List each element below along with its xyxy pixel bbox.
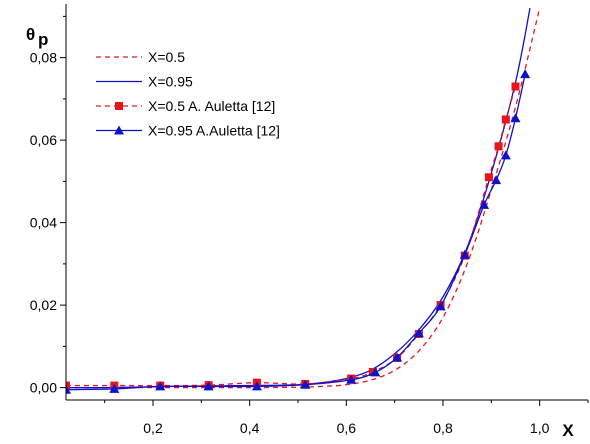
data-point-triangle xyxy=(491,175,502,185)
data-point-triangle xyxy=(66,384,71,394)
data-point-triangle xyxy=(109,383,120,393)
y-tick-label: 0,02 xyxy=(30,297,57,313)
data-point-triangle xyxy=(114,125,124,135)
series-line-1 xyxy=(66,8,531,389)
series-layer xyxy=(66,7,541,394)
legend-entry-label: X=0.95 xyxy=(148,74,193,90)
series-line-0 xyxy=(66,7,541,389)
data-point-triangle xyxy=(346,374,357,384)
data-point-square xyxy=(66,381,70,390)
x-tick-label: 0,4 xyxy=(240,420,260,436)
data-point-triangle xyxy=(500,150,511,160)
data-point-triangle xyxy=(479,199,490,209)
series-line-2 xyxy=(66,86,517,387)
data-point-triangle xyxy=(300,379,311,389)
data-point-triangle xyxy=(435,301,446,311)
x-axis-title: X xyxy=(562,421,574,440)
data-point-triangle xyxy=(155,381,166,391)
data-point-triangle xyxy=(251,381,262,391)
data-point-triangle xyxy=(370,367,381,377)
y-axis-title-subscript: p xyxy=(38,30,48,49)
y-axis-title: θ xyxy=(26,25,35,44)
data-point-triangle xyxy=(520,69,531,79)
x-tick-label: 1,0 xyxy=(530,420,550,436)
data-point-triangle xyxy=(203,381,214,391)
legend: X=0.5 X=0.95 X=0.5 A. Auletta [12] X=0.95 A… xyxy=(96,49,280,139)
x-tick-label: 0,8 xyxy=(433,420,453,436)
x-tick-label: 0,2 xyxy=(143,420,163,436)
data-point-square xyxy=(484,173,493,182)
y-tick-label: 0,08 xyxy=(30,50,57,66)
legend-entry-label: X=0.5 A. Auletta [12] xyxy=(148,98,275,114)
data-point-triangle xyxy=(392,352,403,362)
data-point-square xyxy=(494,142,503,151)
data-point-triangle xyxy=(510,113,521,123)
x-tick-label: 0,6 xyxy=(337,420,357,436)
data-point-triangle xyxy=(459,249,470,259)
data-point-square xyxy=(115,102,123,110)
data-point-triangle xyxy=(413,328,424,338)
y-tick-label: 0,06 xyxy=(30,132,57,148)
data-point-square xyxy=(511,82,520,91)
data-point-square xyxy=(501,115,510,124)
legend-entry-label: X=0.95 A.Auletta [12] xyxy=(148,123,280,139)
legend-entry-label: X=0.5 xyxy=(148,49,185,65)
series-line-3 xyxy=(66,73,526,391)
axis-layer: 0,2 0,4 0,6 0,8 1,0 0,00 0,02 0,04 0,06 0,08 Xθ p xyxy=(26,4,589,440)
y-tick-label: 0,00 xyxy=(30,380,57,396)
y-tick-label: 0,04 xyxy=(30,215,57,231)
